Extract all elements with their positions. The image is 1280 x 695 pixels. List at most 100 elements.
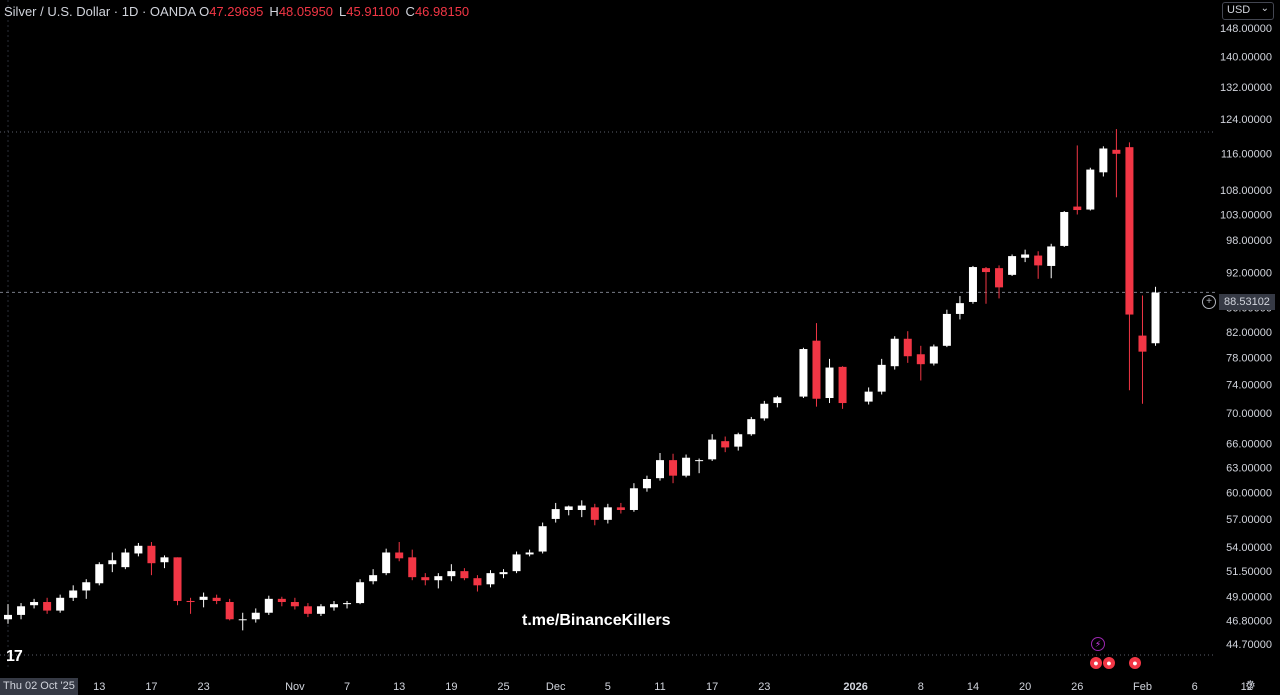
candle[interactable] — [590, 503, 599, 526]
candle[interactable] — [382, 548, 391, 576]
candle[interactable] — [890, 336, 899, 370]
candle[interactable] — [408, 549, 417, 581]
candle[interactable] — [264, 595, 273, 615]
candle[interactable] — [473, 575, 482, 592]
candle[interactable] — [17, 603, 26, 620]
candle[interactable] — [1125, 142, 1134, 391]
candle[interactable] — [551, 502, 560, 523]
candle[interactable] — [538, 522, 547, 554]
candle[interactable] — [525, 549, 534, 557]
candle[interactable] — [303, 603, 312, 618]
candle[interactable] — [929, 344, 938, 366]
candle[interactable] — [616, 502, 625, 514]
candle[interactable] — [1138, 295, 1147, 404]
candle[interactable] — [369, 569, 378, 585]
candle[interactable] — [186, 597, 195, 614]
x-axis-tick-label: Feb — [1133, 681, 1152, 693]
candle[interactable] — [134, 542, 143, 557]
candle[interactable] — [343, 600, 352, 609]
us-flag-event-icon[interactable]: ● — [1103, 657, 1115, 669]
candle[interactable] — [603, 503, 612, 524]
candle[interactable] — [642, 475, 651, 492]
candle-body — [447, 571, 456, 577]
gear-icon[interactable]: ⚙ — [1245, 678, 1256, 692]
candle[interactable] — [460, 568, 469, 581]
candle[interactable] — [30, 598, 39, 609]
candle[interactable] — [238, 612, 247, 631]
candle[interactable] — [56, 594, 65, 613]
candle[interactable] — [199, 592, 208, 608]
candle-body — [590, 507, 599, 520]
candle[interactable] — [577, 500, 586, 518]
candle[interactable] — [330, 600, 338, 611]
candle-body — [629, 488, 638, 510]
candle[interactable] — [434, 573, 443, 589]
candle[interactable] — [995, 265, 1004, 299]
candle[interactable] — [669, 453, 678, 484]
candle[interactable] — [799, 347, 808, 399]
candle[interactable] — [277, 596, 286, 607]
candle[interactable] — [903, 331, 912, 363]
candle[interactable] — [760, 400, 769, 421]
candle[interactable] — [1073, 145, 1082, 215]
us-flag-event-icon[interactable]: ● — [1129, 657, 1141, 669]
candle[interactable] — [251, 608, 260, 623]
candle[interactable] — [564, 505, 573, 516]
candle[interactable] — [108, 552, 117, 573]
candle[interactable] — [942, 309, 951, 348]
candle-body — [812, 340, 821, 399]
candle[interactable] — [747, 416, 756, 436]
candle[interactable] — [316, 604, 325, 616]
candle[interactable] — [1021, 249, 1030, 263]
candle[interactable] — [290, 597, 299, 610]
candle[interactable] — [4, 604, 12, 624]
candle[interactable] — [82, 579, 91, 599]
candle[interactable] — [1086, 167, 1095, 211]
candle[interactable] — [512, 551, 521, 574]
candle[interactable] — [838, 366, 847, 409]
candle[interactable] — [1099, 146, 1108, 177]
candle[interactable] — [1112, 129, 1121, 198]
candle[interactable] — [955, 296, 964, 320]
add-alert-icon[interactable]: + — [1202, 295, 1216, 309]
candle[interactable] — [916, 345, 925, 381]
candle[interactable] — [773, 395, 782, 408]
candle[interactable] — [734, 432, 743, 451]
candle[interactable] — [1008, 254, 1017, 276]
candle[interactable] — [1151, 286, 1160, 346]
candle[interactable] — [864, 387, 873, 405]
candle[interactable] — [356, 579, 365, 605]
candle[interactable] — [212, 594, 221, 605]
candle[interactable] — [1034, 251, 1043, 279]
candle[interactable] — [708, 434, 717, 461]
candle[interactable] — [173, 557, 182, 606]
candle[interactable] — [695, 458, 704, 474]
lightning-event-icon[interactable]: ⚡ — [1091, 637, 1105, 651]
candle[interactable] — [825, 358, 834, 404]
candle[interactable] — [160, 555, 169, 569]
candle[interactable] — [225, 598, 234, 621]
candle[interactable] — [968, 265, 977, 304]
candle[interactable] — [1047, 243, 1056, 279]
candle[interactable] — [877, 358, 886, 395]
candle[interactable] — [486, 570, 495, 588]
candle[interactable] — [629, 483, 638, 512]
candle[interactable] — [656, 452, 664, 481]
candle[interactable] — [447, 564, 456, 582]
candle[interactable] — [95, 562, 104, 586]
candle[interactable] — [1060, 211, 1069, 247]
candle[interactable] — [395, 542, 404, 562]
candle[interactable] — [682, 454, 691, 478]
candle[interactable] — [982, 267, 990, 304]
candle[interactable] — [121, 548, 130, 570]
candle[interactable] — [499, 569, 508, 579]
currency-selector[interactable]: USD ⌄ — [1222, 2, 1274, 20]
candle[interactable] — [43, 597, 52, 614]
candle[interactable] — [812, 323, 821, 407]
candle[interactable] — [69, 585, 78, 601]
candle[interactable] — [147, 542, 156, 576]
candle[interactable] — [421, 573, 430, 586]
us-flag-event-icon[interactable]: ● — [1090, 657, 1102, 669]
candle[interactable] — [721, 436, 730, 453]
